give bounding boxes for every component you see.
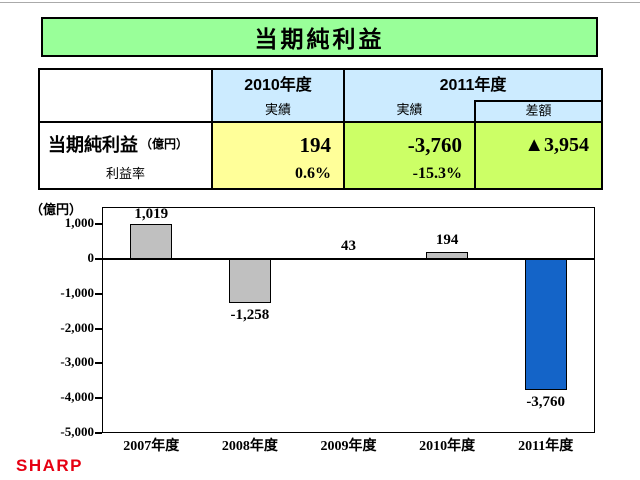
plot-frame [102, 207, 595, 433]
y-axis-tick-mark [95, 223, 102, 226]
x-axis-category-label: 2008年度 [221, 439, 278, 454]
table-corner-cell [40, 70, 213, 121]
chart-bar [228, 259, 271, 303]
column-header-fy2011: 2011年度 [345, 70, 601, 100]
fy2011-net-income-value: -3,760 [407, 133, 462, 157]
bar-value-label: 194 [435, 232, 459, 249]
y-axis-tick-label: -5,000 [60, 424, 94, 439]
y-axis-tick-mark [95, 292, 102, 295]
y-axis-tick-label: -2,000 [60, 319, 94, 335]
row-label-cell: 当期純利益 （億円） 利益率 [40, 121, 213, 188]
page-title: 当期純利益 [254, 26, 385, 52]
fy2010-sub-label: 実績 [264, 102, 291, 117]
top-divider [0, 2, 640, 3]
y-axis-tick-mark [95, 397, 102, 400]
bar-value-label: 43 [341, 237, 356, 254]
y-axis-tick-mark [95, 258, 102, 261]
column-header-fy2010: 2010年度 実績 [213, 70, 345, 121]
chart-bar [524, 259, 567, 390]
x-axis-category-label: 2009年度 [320, 439, 377, 454]
y-axis-tick-label: 0 [87, 250, 95, 266]
bar-value-label: -1,258 [230, 306, 270, 323]
fy2010-value-cell: 194 0.6% [213, 121, 345, 188]
x-axis-category-label: 2007年度 [123, 439, 180, 454]
results-table: 2010年度 実績 2011年度 実績 差額 当期純利益 （億円） 利益率 194… [38, 68, 603, 190]
net-income-unit-text: （億円） [140, 137, 189, 151]
chart-bar [130, 223, 173, 260]
y-axis-tick-mark [95, 327, 102, 330]
fy2011-diff-value: ▲3,954 [524, 134, 589, 156]
chart-bar [426, 252, 469, 260]
fy2011-value-cell: -3,760 -15.3% [345, 121, 474, 188]
fy2010-year-label: 2010年度 [244, 77, 312, 94]
y-axis-tick-label: -4,000 [60, 389, 94, 405]
fy2011-diff-sub-label: 差額 [474, 100, 601, 121]
y-axis-tick-label: -1,000 [60, 284, 94, 300]
net-income-row-label: 当期純利益 （億円） [40, 123, 211, 164]
y-axis-unit-label: （億円） [29, 202, 82, 217]
fy2010-margin-value: 0.6% [295, 165, 331, 182]
fy2011-margin-value: -15.3% [412, 165, 462, 182]
net-income-label-text: 当期純利益 [48, 134, 138, 155]
fy2010-net-income-value: 194 [299, 133, 332, 157]
y-axis-tick-mark [95, 362, 102, 365]
bar-value-label: 1,019 [134, 206, 169, 222]
margin-row-label: 利益率 [105, 166, 145, 181]
y-axis-tick-label: 1,000 [64, 215, 94, 231]
y-axis-tick-label: -3,000 [60, 354, 94, 370]
x-axis-category-label: 2011年度 [518, 439, 574, 454]
chart-bar [327, 257, 370, 260]
fy2011-actual-sub-label: 実績 [345, 100, 474, 121]
sharp-logo: SHARP [16, 456, 84, 475]
y-axis-tick-mark [95, 432, 102, 434]
fy2011-diff-cell: ▲3,954 [474, 121, 601, 188]
x-axis-category-label: 2010年度 [419, 439, 476, 454]
bar-value-label: -3,760 [526, 393, 566, 410]
title-banner: 当期純利益 [41, 17, 598, 57]
